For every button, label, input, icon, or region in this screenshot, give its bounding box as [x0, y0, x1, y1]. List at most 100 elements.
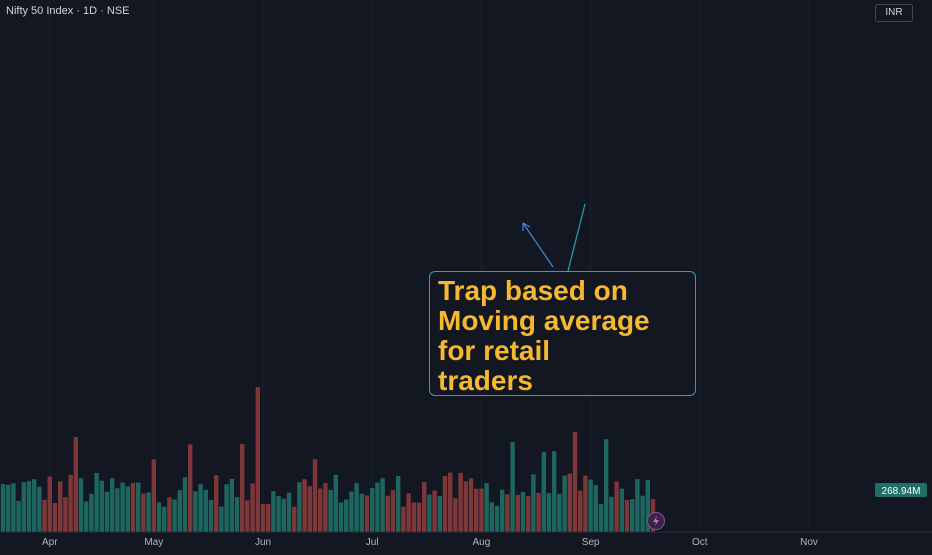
volume-bar — [297, 482, 302, 532]
annotation-line: Moving average — [438, 305, 650, 336]
volume-bar — [42, 499, 47, 532]
volume-bar — [604, 439, 609, 532]
x-tick-label: Oct — [692, 537, 708, 548]
volume-bar — [567, 473, 572, 532]
volume-bar — [614, 481, 619, 532]
volume-bar — [162, 506, 167, 532]
volume-bar — [302, 479, 307, 532]
volume-bar — [219, 506, 224, 532]
annotation-line: Trap based on — [438, 275, 628, 306]
x-tick-label: Nov — [800, 537, 818, 548]
volume-bar — [37, 486, 42, 532]
volume-bar — [130, 482, 136, 532]
volume-bar — [588, 479, 593, 532]
volume-bar — [151, 459, 156, 532]
volume-bar — [411, 502, 416, 532]
volume-bar — [136, 482, 141, 532]
volume-bar — [448, 472, 453, 532]
volume-bar — [546, 493, 552, 532]
annotation-arrow — [567, 203, 586, 272]
volume-bar — [442, 475, 448, 532]
volume-bar — [552, 451, 557, 532]
volume-bar — [21, 482, 26, 532]
volume-bar — [312, 459, 318, 532]
volume-bar — [84, 501, 89, 532]
volume-bar — [593, 485, 598, 532]
volume-bar — [26, 481, 32, 532]
volume-label-bg — [875, 483, 927, 497]
volume-bar — [406, 493, 411, 532]
price-axis — [870, 0, 932, 550]
volume-bar — [177, 490, 182, 532]
volume-bar — [557, 493, 562, 532]
volume-bar — [474, 488, 479, 532]
volume-bar — [468, 478, 474, 532]
volume-bar — [73, 437, 78, 532]
volume-bar — [115, 488, 120, 532]
volume-bar — [583, 475, 588, 532]
volume-bar — [203, 489, 208, 532]
volume-bar — [370, 487, 375, 532]
volume-bar — [318, 488, 323, 532]
volume-bar — [453, 498, 458, 532]
x-tick-label: Apr — [42, 537, 58, 548]
volume-bar — [47, 476, 52, 532]
volume-bar — [500, 489, 505, 532]
volume-bar — [526, 496, 531, 532]
volume-bar — [380, 478, 385, 532]
volume-bar — [510, 442, 515, 532]
volume-bar — [146, 492, 151, 532]
volume-bar — [624, 499, 630, 532]
volume-bar — [266, 503, 271, 532]
volume-bar — [484, 483, 489, 532]
x-tick-label: Jul — [366, 537, 379, 548]
volume-bar — [271, 491, 276, 532]
volume-bar — [198, 483, 203, 532]
volume-bar — [182, 477, 188, 532]
x-tick-label: Aug — [473, 537, 491, 548]
x-tick-label: Sep — [582, 537, 600, 548]
volume-bar — [344, 499, 349, 532]
volume-bar — [89, 493, 94, 532]
volume-bar — [396, 475, 401, 532]
volume-bar — [6, 484, 11, 532]
currency-button[interactable]: INR — [875, 4, 913, 22]
volume-bar — [234, 497, 240, 532]
volume-bar — [286, 492, 292, 532]
volume-bar — [110, 478, 115, 532]
volume-bar — [630, 499, 635, 532]
volume-bar — [125, 486, 130, 532]
annotation-line: for retail — [438, 335, 551, 366]
volume-bar — [32, 479, 37, 532]
volume-bar — [328, 489, 333, 532]
volume-bar — [359, 493, 364, 532]
volume-bar — [245, 500, 250, 532]
volume-bar — [172, 499, 177, 532]
volume-bar — [609, 496, 614, 532]
volume-bar — [156, 502, 162, 532]
volume-bar — [572, 432, 578, 532]
volume-bar — [68, 474, 73, 532]
volume-bar — [99, 480, 104, 532]
volume-bar — [401, 506, 406, 532]
volume-bar — [349, 491, 354, 532]
volume-bar — [58, 481, 63, 532]
volume-bar — [427, 494, 432, 532]
volume-bar — [338, 502, 344, 532]
volume-bar — [208, 499, 214, 532]
volume-bar — [292, 506, 297, 532]
volume-bar — [505, 494, 510, 532]
volume-bar — [531, 474, 536, 532]
volume-bar — [422, 482, 427, 532]
volume-bar — [104, 491, 110, 532]
annotation-box: Trap based on Moving average for retail … — [429, 271, 696, 396]
volume-label: 268.94M — [882, 486, 921, 497]
volume-bar — [214, 475, 219, 532]
volume-bar — [463, 481, 468, 532]
volume-bar — [619, 488, 624, 532]
volume-bar — [52, 503, 58, 532]
x-tick-label: May — [144, 537, 163, 548]
indicator-settings-icon[interactable] — [647, 512, 665, 530]
